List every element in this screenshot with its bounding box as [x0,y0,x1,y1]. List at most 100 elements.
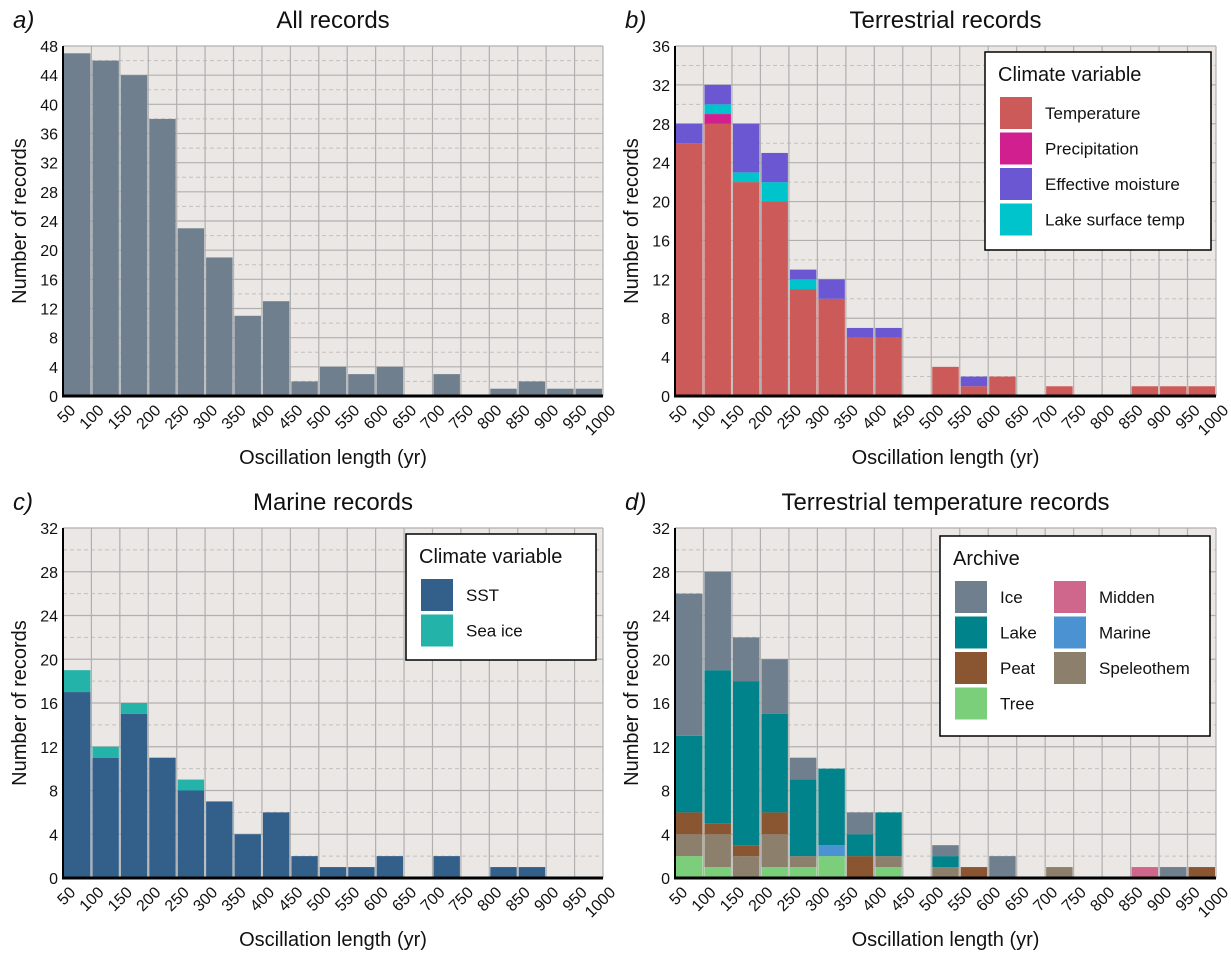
bar-speleothem-150 [732,856,760,878]
y-tick-label: 4 [661,350,670,367]
bar-ice-250 [789,757,817,780]
y-tick-label: 8 [49,784,58,801]
bar-temperature-50 [676,143,703,396]
bar-temperature-600 [989,376,1016,396]
bar-ice-100 [704,571,731,671]
legend-swatch-sst [421,579,453,611]
x-tick-label: 500 [917,884,948,915]
legend-label-ice: Ice [1000,588,1023,607]
x-tick-label: 50 [55,884,80,909]
legend-swatch-tree [955,687,987,720]
x-tick-label: 1000 [1195,884,1231,921]
bar-lake_surface_temp-100 [704,104,731,115]
x-tick-label: 100 [689,402,720,433]
panel-title: Terrestrial temperature records [781,489,1109,516]
legend-label-lake_surface_temp: Lake surface temp [1045,211,1185,230]
bar-sst-700 [433,856,460,878]
bar-all-100 [92,60,119,396]
x-tick-label: 700 [418,402,449,433]
y-tick-label: 28 [40,565,58,582]
legend-label-speleothem: Speleothem [1099,659,1190,678]
bar-all-950 [575,388,602,396]
x-tick-label: 750 [446,884,477,915]
legend-title: Archive [953,548,1020,570]
y-tick-label: 20 [652,652,670,669]
bar-sst-850 [518,867,546,878]
x-tick-label: 750 [1059,402,1090,433]
bar-temperature-850 [1131,386,1159,396]
x-tick-label: 850 [1116,402,1147,433]
x-tick-label: 850 [503,884,534,915]
x-axis-label: Oscillation length (yr) [852,447,1040,469]
bar-speleothem-500 [932,867,959,878]
y-tick-label: 28 [40,185,58,202]
legend-title: Climate variable [419,546,562,568]
bar-sea_ice-150 [120,703,148,714]
legend-label-temperature: Temperature [1045,104,1140,123]
bar-effective_moisture-150 [732,123,760,173]
bar-precipitation-100 [704,114,731,124]
y-tick-label: 12 [40,302,58,319]
bar-temperature-250 [789,289,817,396]
bar-marine-300 [818,845,845,857]
bar-ice-200 [761,659,788,714]
bar-temperature-300 [818,298,845,396]
x-tick-label: 200 [746,402,777,433]
legend-swatch-marine [1054,616,1086,649]
bar-sst-550 [348,867,375,878]
bar-effective_moisture-350 [846,327,874,338]
bar-all-400 [262,301,290,396]
y-tick-label: 24 [40,609,58,626]
legend-label-midden: Midden [1099,588,1155,607]
x-tick-label: 100 [689,884,720,915]
x-tick-label: 450 [888,402,919,433]
legend-swatch-sea_ice [421,614,453,647]
y-tick-label: 24 [40,214,58,231]
y-tick-label: 8 [661,311,670,328]
bar-all-550 [348,374,375,396]
bar-temperature-400 [875,337,902,396]
x-tick-label: 500 [917,402,948,433]
bar-speleothem-700 [1046,867,1073,878]
bar-lake-300 [818,768,845,846]
legend-label-effective_moisture: Effective moisture [1045,175,1180,194]
bar-peat-100 [704,823,731,835]
bar-speleothem-100 [704,834,731,868]
x-tick-label: 500 [304,884,335,915]
panel-4: 0 4 8 12 16 20 24 28 32 5010015020025030035040045… [621,489,1231,951]
x-tick-label: 800 [1087,884,1118,915]
bar-temperature-100 [704,123,731,397]
x-tick-label: 300 [803,402,834,433]
bar-all-850 [518,381,546,396]
y-axis-label: Number of records [9,620,31,786]
bar-temperature-950 [1188,386,1215,396]
legend-swatch-lake_surface_temp [1000,203,1032,236]
x-tick-label: 350 [831,884,862,915]
x-tick-label: 150 [105,402,136,433]
y-tick-label: 0 [49,871,58,888]
y-tick-label: 4 [49,827,58,844]
bar-tree-400 [875,867,902,878]
y-tick-label: 0 [661,389,670,406]
y-tick-label: 0 [49,389,58,406]
legend-swatch-speleothem [1054,652,1086,684]
y-tick-label: 16 [40,272,58,289]
bar-ice-600 [989,856,1016,878]
y-tick-label: 32 [40,521,58,538]
x-tick-label: 200 [134,884,165,915]
legend-label-marine: Marine [1099,624,1151,643]
x-tick-label: 750 [1059,884,1090,915]
panel-2: 0 4 8 12 16 20 24 28 32 36 50100150200250300350400… [621,7,1231,469]
bar-sst-600 [376,856,404,878]
y-tick-label: 16 [652,233,670,250]
bar-all-600 [376,366,404,396]
y-axis-label: Number of records [621,138,643,304]
x-tick-label: 800 [475,402,506,433]
bar-ice-350 [846,812,874,835]
x-axis-label: Oscillation length (yr) [239,447,427,469]
y-tick-label: 4 [661,827,670,844]
legend-swatch-ice [955,581,987,613]
bar-all-300 [206,257,233,396]
bar-tree-300 [818,856,845,878]
x-tick-label: 650 [389,884,420,915]
